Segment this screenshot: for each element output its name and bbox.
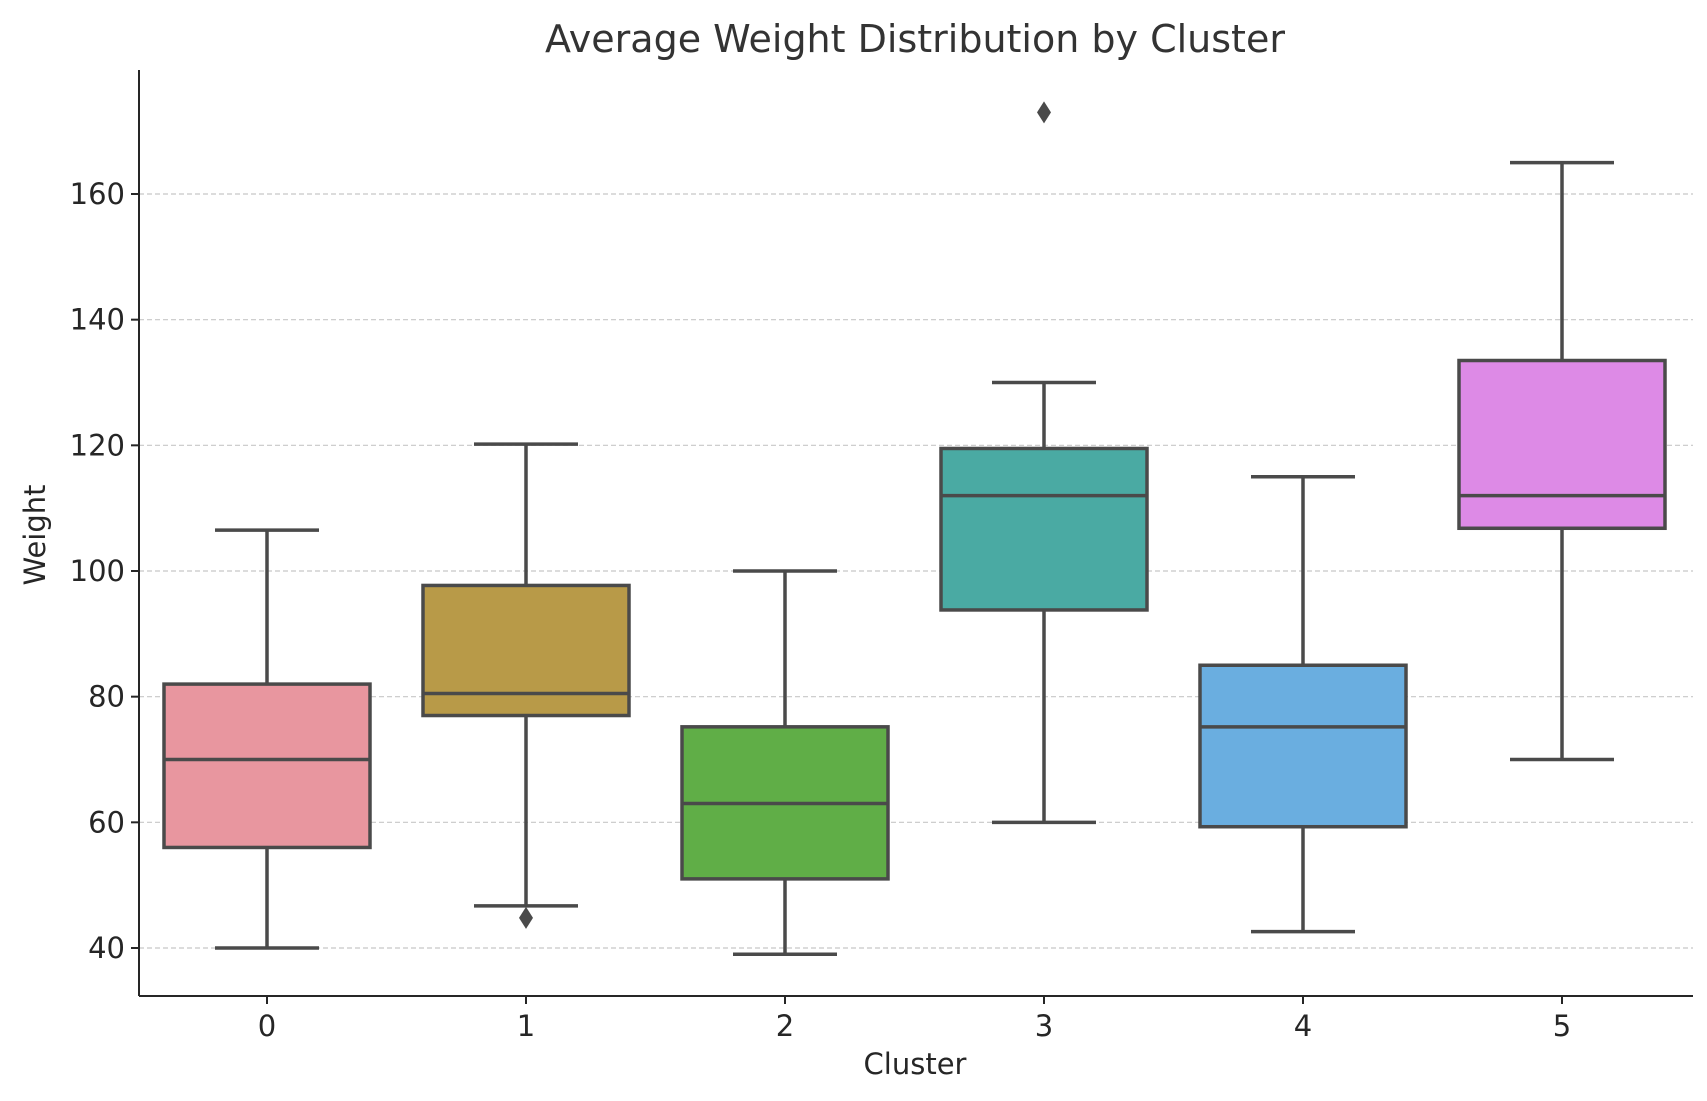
y-tick-label: 120 [70, 428, 125, 462]
box-cluster-0 [162, 528, 372, 950]
outlier-point [1037, 101, 1051, 124]
box-cluster-5 [1457, 160, 1667, 762]
chart-title: Average Weight Distribution by Cluster [545, 17, 1285, 61]
x-tick-label: 2 [776, 1009, 794, 1043]
boxes [162, 101, 1667, 957]
y-tick-label: 60 [88, 805, 125, 839]
box-cluster-3 [939, 101, 1149, 825]
y-tick-label: 100 [70, 554, 125, 588]
box-cluster-2 [680, 569, 890, 957]
x-tick-label: 3 [1035, 1009, 1053, 1043]
iqr-box [421, 583, 631, 718]
labels: Average Weight Distribution by Cluster C… [18, 17, 1285, 1081]
y-axis-label: Weight [18, 484, 52, 585]
y-tick-label: 80 [88, 680, 125, 714]
iqr-box [1198, 663, 1408, 829]
iqr-box [1457, 358, 1667, 531]
x-tick-label: 5 [1553, 1009, 1571, 1043]
y-tick-label: 140 [70, 303, 125, 337]
x-tick-label: 4 [1294, 1009, 1312, 1043]
iqr-box [162, 682, 372, 850]
box-cluster-4 [1198, 475, 1408, 934]
iqr-box [939, 446, 1149, 612]
axes: 40 60 80 100 120 140 160 0 1 2 3 4 5 [70, 70, 1693, 1043]
box-cluster-1 [421, 442, 631, 929]
grid-lines [139, 193, 1693, 949]
y-tick-label: 40 [88, 931, 125, 965]
x-axis-label: Cluster [864, 1047, 967, 1081]
outlier-point [519, 906, 533, 929]
x-tick-label: 0 [258, 1009, 276, 1043]
x-tick-label: 1 [517, 1009, 535, 1043]
y-tick-label: 160 [70, 177, 125, 211]
